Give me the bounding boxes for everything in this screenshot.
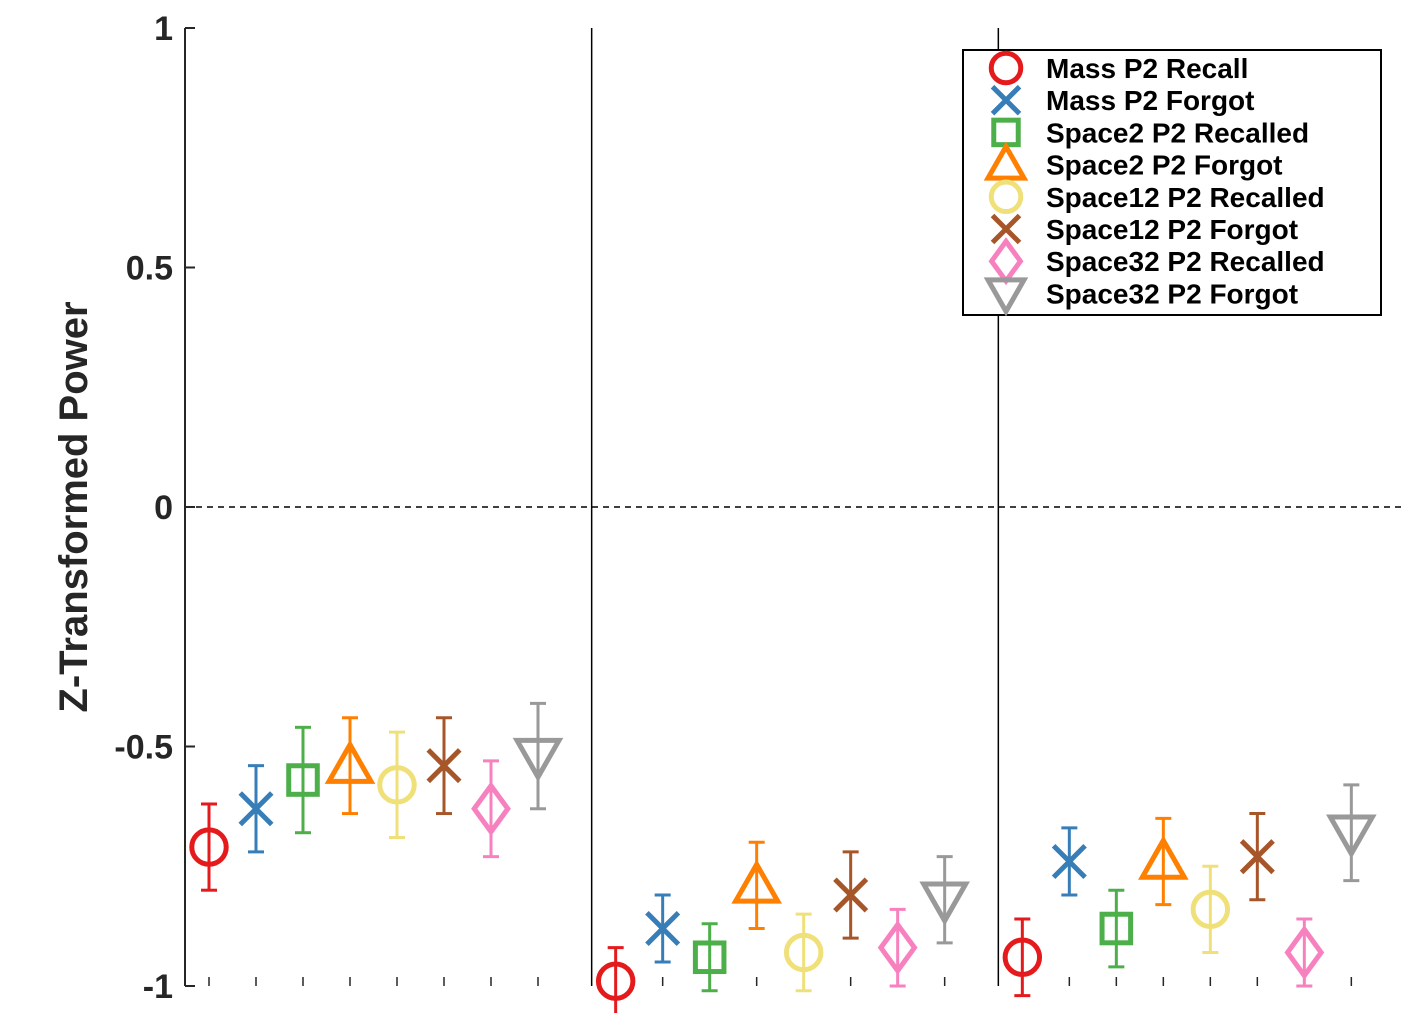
marker-triangle-up	[1138, 835, 1189, 880]
legend-label: Space32 P2 Recalled	[1046, 246, 1325, 277]
marker-square	[1099, 911, 1134, 946]
legend-label: Space12 P2 Recalled	[1046, 182, 1325, 213]
marker-triangle-down	[512, 737, 564, 783]
legend-label: Space2 P2 Forgot	[1046, 150, 1283, 181]
marker-x	[1051, 843, 1087, 879]
legend-box	[962, 49, 1382, 316]
data-point	[1326, 783, 1377, 883]
data-point	[471, 759, 511, 859]
data-point	[1051, 826, 1087, 897]
marker-x	[1239, 839, 1275, 875]
y-tick-label: -0.5	[114, 729, 173, 767]
legend-label: Mass P2 Recall	[1046, 53, 1248, 84]
data-point	[645, 893, 681, 964]
marker-diamond	[1284, 925, 1325, 980]
y-axis-title: Z-Transformed Power	[52, 301, 96, 712]
data-point	[1239, 812, 1275, 902]
data-point	[692, 922, 727, 993]
marker-triangle-up	[324, 739, 376, 784]
marker-circle	[377, 765, 417, 805]
marker-circle	[595, 961, 636, 1001]
data-point	[783, 912, 824, 993]
legend-marker-circle	[988, 179, 1024, 215]
legend-label: Space12 P2 Forgot	[1046, 214, 1298, 245]
marker-diamond	[471, 781, 511, 837]
marker-x	[833, 877, 869, 913]
y-tick-label: -1	[143, 968, 173, 1006]
data-point	[1190, 864, 1231, 954]
marker-x	[426, 748, 462, 784]
data-point	[1002, 917, 1043, 998]
legend-marker-x	[990, 84, 1022, 116]
y-tick-label: 0	[154, 489, 173, 527]
marker-circle	[1190, 889, 1231, 930]
legend-marker-x	[990, 213, 1022, 245]
data-point	[1284, 917, 1325, 988]
data-point	[731, 840, 782, 931]
marker-square	[692, 940, 727, 975]
data-point	[919, 855, 970, 945]
marker-triangle-down	[1326, 814, 1377, 859]
data-point	[512, 701, 564, 811]
data-point	[377, 730, 417, 840]
marker-triangle-down	[919, 881, 970, 926]
y-axis: -1 -0.5 0 0.5 1 Z-Transformed Power	[52, 10, 1353, 1006]
data-point	[1099, 888, 1134, 969]
y-tick-label: 0.5	[126, 250, 173, 288]
data-point	[426, 716, 462, 816]
marker-diamond	[877, 920, 918, 976]
data-point	[238, 764, 274, 854]
data-point	[324, 716, 376, 816]
legend-marker-circle	[988, 50, 1024, 86]
data-point	[286, 725, 320, 835]
marker-circle	[189, 827, 229, 867]
legend-label: Space32 P2 Forgot	[1046, 278, 1298, 309]
legend-label: Mass P2 Forgot	[1046, 85, 1254, 116]
data-point	[877, 907, 918, 988]
data-point	[595, 946, 636, 1013]
plot-marks	[189, 701, 1377, 1013]
y-tick-label: 1	[154, 10, 173, 48]
marker-x	[645, 911, 681, 947]
legend-marker-triangle-down	[983, 277, 1029, 317]
marker-triangle-up	[731, 859, 782, 904]
marker-circle	[783, 932, 824, 973]
marker-circle	[1002, 937, 1043, 977]
data-point	[1138, 816, 1189, 907]
data-point	[833, 850, 869, 940]
marker-square	[286, 763, 320, 797]
marker-x	[238, 791, 274, 827]
legend-label: Space2 P2 Recalled	[1046, 117, 1309, 148]
data-point	[189, 802, 229, 892]
legend-marker-triangle-up	[983, 141, 1029, 181]
